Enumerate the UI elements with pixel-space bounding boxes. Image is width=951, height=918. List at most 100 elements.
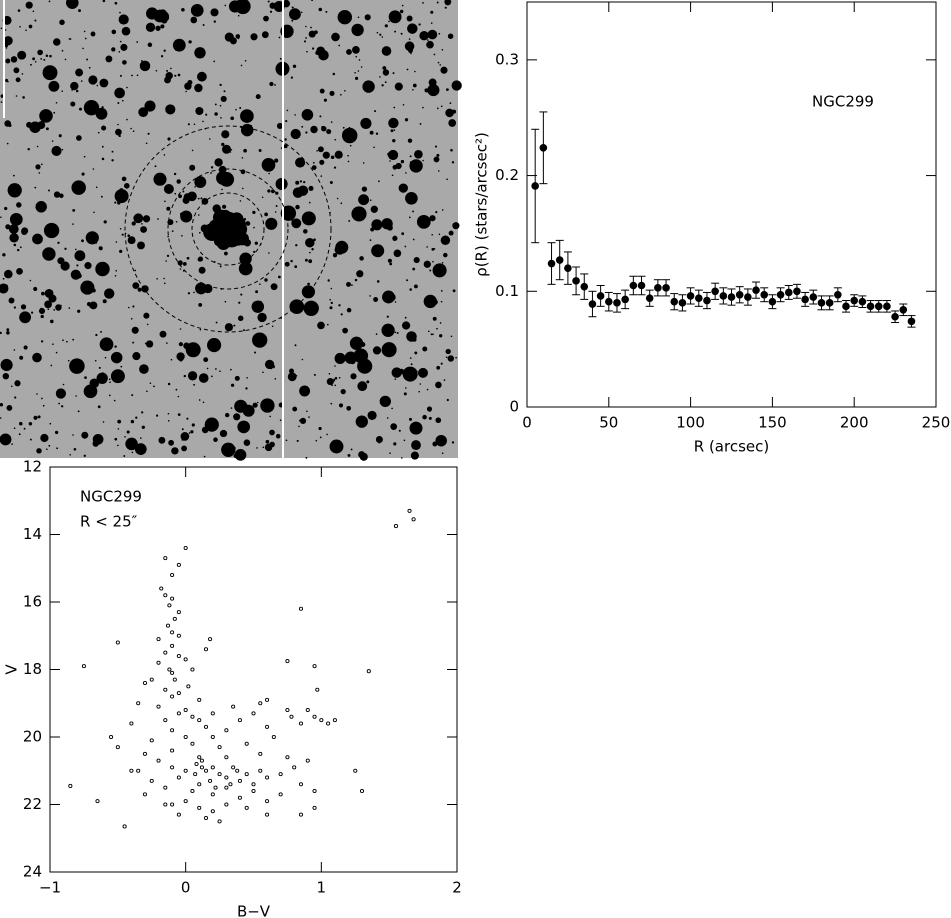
- star: [9, 213, 23, 226]
- point: [305, 758, 310, 763]
- point: [203, 815, 209, 821]
- star: [4, 43, 9, 48]
- point: [719, 292, 728, 300]
- star: [311, 0, 314, 2]
- star: [200, 197, 203, 200]
- point: [393, 524, 399, 529]
- star: [342, 126, 345, 129]
- point: [156, 758, 161, 763]
- star: [72, 208, 76, 212]
- star: [396, 332, 399, 334]
- star: [68, 38, 71, 40]
- star: [253, 226, 255, 229]
- star: [378, 180, 380, 183]
- star: [202, 401, 205, 404]
- star: [121, 233, 124, 236]
- star: [433, 53, 436, 56]
- star: [406, 334, 409, 337]
- star: [283, 144, 288, 149]
- star: [432, 333, 434, 336]
- point: [129, 721, 134, 726]
- star: [409, 421, 423, 435]
- star: [27, 147, 30, 151]
- star: [138, 107, 149, 118]
- star: [311, 248, 314, 251]
- star: [305, 311, 310, 315]
- star: [349, 357, 356, 365]
- star: [144, 100, 156, 112]
- point: [817, 299, 826, 307]
- star: [43, 222, 60, 239]
- point: [149, 677, 154, 682]
- star: [356, 211, 358, 214]
- point: [115, 745, 120, 750]
- star: [137, 287, 142, 292]
- star: [118, 14, 129, 25]
- star: [132, 305, 135, 308]
- y-tick-label: 0.1: [495, 282, 519, 300]
- star: [440, 105, 443, 108]
- star: [331, 32, 340, 42]
- star: [303, 229, 308, 234]
- point: [727, 293, 736, 301]
- star: [221, 142, 225, 147]
- y-tick-label: 22: [23, 795, 42, 813]
- star: [14, 380, 21, 387]
- star: [154, 165, 157, 168]
- point: [81, 664, 86, 669]
- star: [5, 47, 8, 49]
- point: [298, 606, 304, 611]
- star: [333, 166, 337, 169]
- point: [793, 287, 801, 296]
- star: [179, 212, 184, 217]
- point: [735, 290, 744, 299]
- star: [198, 52, 201, 55]
- star: [278, 73, 281, 76]
- star: [308, 416, 310, 418]
- star: [347, 453, 351, 457]
- star: [224, 4, 227, 7]
- star: [84, 37, 87, 40]
- star: [198, 214, 200, 216]
- star: [101, 106, 104, 109]
- star: [174, 192, 177, 195]
- star: [295, 180, 300, 185]
- star: [49, 319, 54, 324]
- star: [140, 437, 142, 439]
- point: [197, 805, 202, 810]
- star: [128, 306, 130, 309]
- point: [407, 508, 412, 513]
- star: [155, 69, 158, 72]
- star: [414, 70, 416, 73]
- point: [183, 707, 188, 713]
- point: [784, 288, 793, 297]
- star: [3, 36, 13, 46]
- star: [194, 176, 207, 189]
- point: [217, 772, 222, 777]
- star: [370, 205, 378, 213]
- star: [168, 439, 174, 446]
- star: [198, 399, 201, 401]
- star: [382, 66, 387, 70]
- point: [183, 768, 188, 773]
- star: [233, 324, 236, 327]
- star: [92, 440, 99, 447]
- star: [198, 373, 209, 383]
- star: [257, 312, 267, 323]
- star: [119, 74, 122, 77]
- star: [451, 441, 455, 444]
- star: [318, 426, 322, 431]
- star: [419, 122, 422, 125]
- star: [4, 29, 7, 31]
- star: [186, 256, 190, 260]
- star: [411, 440, 421, 451]
- point: [292, 765, 297, 770]
- point: [170, 728, 175, 733]
- star: [174, 74, 177, 77]
- star: [439, 322, 442, 324]
- star: [137, 353, 140, 355]
- star: [235, 34, 241, 39]
- star: [115, 128, 122, 136]
- star: [224, 323, 233, 332]
- star: [292, 64, 297, 68]
